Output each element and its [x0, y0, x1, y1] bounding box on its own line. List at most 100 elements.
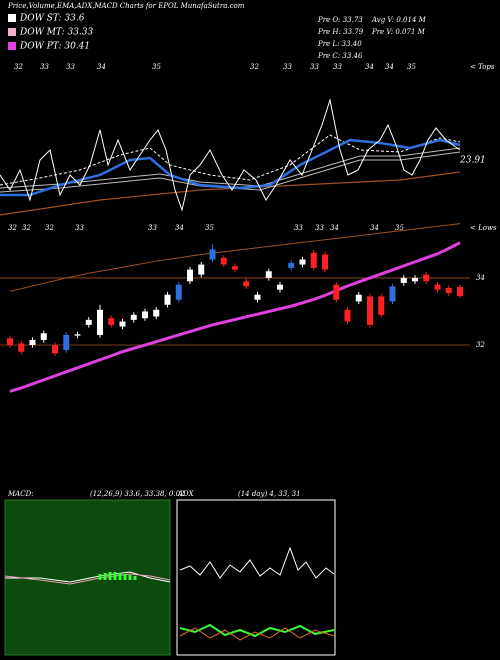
- candle-body: [220, 257, 227, 265]
- candle-body: [164, 294, 171, 305]
- lows-label: 32: [22, 224, 31, 232]
- lows-label: 33: [315, 224, 324, 232]
- indicator-line: [0, 138, 461, 197]
- legend-swatch: [8, 14, 16, 22]
- tops-label: 35: [407, 63, 416, 71]
- legend-swatch: [8, 28, 16, 36]
- candle-body: [18, 343, 25, 352]
- candle-body: [119, 321, 126, 327]
- indicator-line: [0, 98, 461, 212]
- candle-body: [52, 345, 58, 354]
- tops-label: 35: [152, 63, 161, 71]
- title: Price,Volume,EMA,ADX,MACD Charts for EPO…: [7, 2, 245, 10]
- candle-body: [97, 309, 103, 335]
- tops-label: 34: [365, 63, 374, 71]
- candle-body: [63, 334, 70, 351]
- candle-body: [175, 284, 182, 300]
- candle-body: [232, 266, 238, 270]
- lows-label: 34: [330, 224, 339, 232]
- lows-label: 33: [75, 224, 84, 232]
- candle-body: [254, 294, 261, 300]
- candle-body: [277, 284, 283, 290]
- candle-body: [333, 284, 340, 300]
- candle-body: [445, 288, 452, 294]
- tops-label: 34: [97, 63, 106, 71]
- legend-label: DOW ST: 33.6: [19, 14, 85, 24]
- lows-label: 34: [175, 224, 184, 232]
- candle-body: [412, 277, 418, 282]
- candle-body: [29, 339, 36, 346]
- candle-body: [400, 277, 407, 283]
- lows-title: < Lows: [470, 224, 497, 232]
- legend-label: DOW PT: 30.41: [19, 42, 90, 52]
- adx-panel: [176, 499, 336, 656]
- candle-body: [209, 249, 216, 260]
- stat: Pre O: 33.73: [317, 16, 363, 24]
- candle-body: [299, 259, 306, 265]
- candle-body: [378, 296, 385, 315]
- stat: Avg V: 0.014 M: [371, 16, 427, 24]
- moving-average: [9, 241, 461, 393]
- macd-histogram: [98, 572, 137, 580]
- lows-label: 33: [294, 224, 303, 232]
- tops-label: 33: [40, 63, 49, 71]
- di-plus-line: [179, 623, 335, 638]
- stat: Pre H: 33.79: [317, 28, 364, 36]
- adx-label: ADX: [177, 490, 195, 498]
- tops-label: 33: [333, 63, 342, 71]
- lows-label: 32: [8, 224, 17, 232]
- macd-params: (12,26,9) 33.6, 33.38, 0.02: [90, 490, 185, 498]
- candle-body: [85, 319, 92, 325]
- candle-body: [344, 309, 351, 322]
- candle-body: [310, 252, 317, 268]
- indicator-line: [0, 134, 461, 186]
- annotation: 23.91: [459, 156, 486, 166]
- candle-body: [265, 271, 272, 278]
- stat: Pre C: 33.46: [317, 52, 363, 60]
- candle-body: [288, 262, 295, 268]
- candle-body: [198, 264, 205, 275]
- candle-body: [243, 281, 250, 287]
- candle-body: [130, 314, 137, 320]
- lows-label: 32: [45, 224, 54, 232]
- tops-label: 32: [250, 63, 259, 71]
- y-tick-label: 32: [476, 341, 485, 349]
- tops-label: 32: [14, 63, 23, 71]
- stat: Pre V: 0.071 M: [371, 28, 426, 36]
- candle-body: [389, 286, 396, 302]
- candle-body: [423, 274, 430, 282]
- tops-title: < Tops: [470, 63, 495, 71]
- indicator-line: [0, 147, 461, 189]
- lows-label: 34: [370, 224, 379, 232]
- tops-label: 33: [66, 63, 75, 71]
- candle-body: [367, 296, 373, 325]
- stat: Pre L: 33.40: [317, 40, 362, 48]
- candle-body: [74, 334, 81, 336]
- candle-body: [40, 333, 47, 340]
- tops-label: 34: [385, 63, 394, 71]
- indicator-panel: [0, 98, 461, 216]
- candle-body: [7, 338, 13, 346]
- moving-average: [9, 223, 461, 292]
- legend-swatch: [8, 42, 16, 50]
- candle-body: [187, 269, 193, 282]
- candle-body: [355, 294, 362, 302]
- candle-body: [457, 287, 463, 297]
- candle-body: [434, 284, 441, 290]
- lows-label: 35: [205, 224, 214, 232]
- adx-params: (14 day) 4, 33, 31: [238, 490, 301, 498]
- candle-body: [142, 311, 148, 319]
- lows-label: 35: [395, 224, 404, 232]
- candle-body: [108, 318, 115, 325]
- lows-label: 33: [148, 224, 157, 232]
- candle-body: [153, 309, 160, 317]
- macd-label: MACD:: [7, 490, 34, 498]
- candle-body: [322, 254, 328, 270]
- y-tick-label: 34: [476, 274, 485, 282]
- adx-line: [179, 546, 335, 579]
- di-minus-line: [179, 627, 335, 641]
- tops-label: 33: [283, 63, 292, 71]
- legend-label: DOW MT: 33.33: [19, 28, 94, 38]
